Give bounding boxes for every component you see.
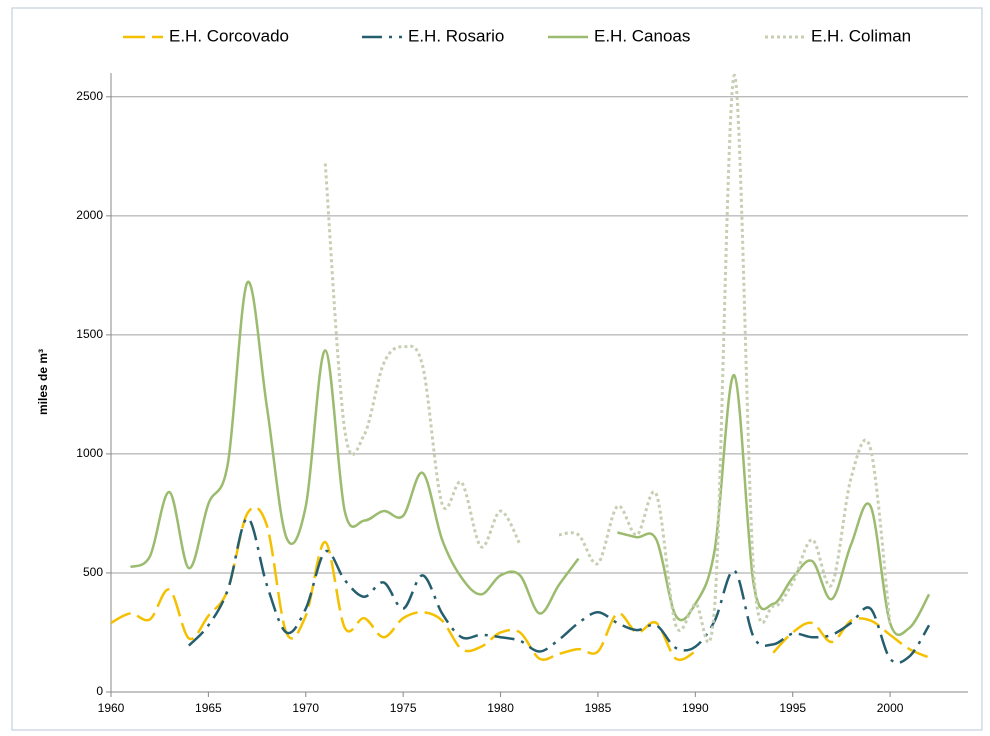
legend-label: E.H. Rosario (408, 26, 504, 45)
frame (11, 7, 983, 731)
line-series (129, 280, 931, 636)
legend-label: E.H. Corcovado (169, 26, 289, 45)
legend-label: E.H. Coliman (811, 26, 911, 45)
line-series (110, 506, 930, 662)
x-tick-label: 1960 (98, 701, 125, 715)
x-tick-label: 1970 (292, 701, 319, 715)
y-tick-label: 2000 (76, 208, 103, 222)
y-tick-label: 2500 (76, 89, 103, 103)
x-tick-label: 1990 (682, 701, 709, 715)
y-tick-label: 1500 (76, 327, 103, 341)
y-tick-label: 500 (83, 565, 103, 579)
x-tick-label: 1995 (779, 701, 806, 715)
x-tick-label: 1965 (195, 701, 222, 715)
x-tick-label: 2000 (877, 701, 904, 715)
y-tick-label: 1000 (76, 446, 103, 460)
x-tick-label: 1980 (487, 701, 514, 715)
line-series (188, 516, 931, 665)
y-axis-label: miles de m³ (36, 349, 50, 415)
line-series (323, 73, 892, 644)
x-tick-label: 1975 (390, 701, 417, 715)
x-tick-label: 1985 (585, 701, 612, 715)
legend-label: E.H. Canoas (594, 26, 690, 45)
y-tick-label: 0 (96, 684, 103, 698)
